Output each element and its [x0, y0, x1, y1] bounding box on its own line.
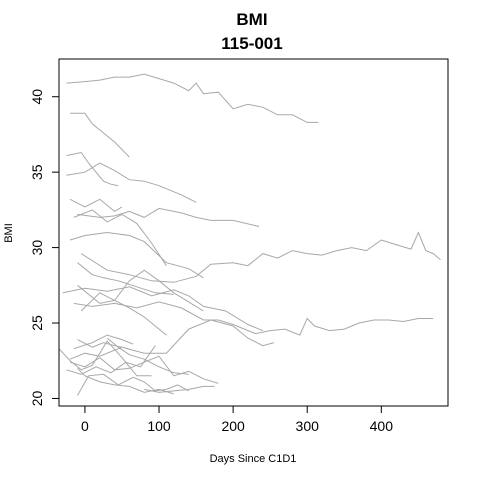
series-line-2: [70, 112, 130, 158]
series-line-23: [73, 334, 134, 350]
y-axis: 20 25 30 35 40: [29, 89, 60, 407]
series-line-15: [77, 339, 123, 348]
series-line-11: [77, 284, 167, 336]
y-tick-label: 20: [29, 391, 45, 407]
series-line-14: [69, 319, 275, 360]
x-tick-label: 100: [147, 418, 171, 434]
series-line-12: [62, 286, 263, 332]
series-line-7: [77, 207, 260, 227]
x-axis: 0 100 200 300 400: [81, 405, 394, 434]
series-line-16: [58, 340, 152, 377]
x-axis-label: Days Since C1D1: [210, 453, 297, 465]
plot-frame: [58, 58, 449, 407]
series-line-9: [77, 262, 174, 295]
chart-title: BMI: [236, 10, 267, 29]
series-line-1: [66, 73, 319, 123]
series-line-4: [66, 162, 197, 203]
series-line-8: [69, 231, 204, 279]
chart-subtitle: 115-001: [221, 34, 282, 53]
series-line-20: [77, 367, 174, 395]
y-tick-label: 35: [29, 164, 45, 180]
series-line-6: [73, 209, 167, 266]
series-line-5: [69, 198, 123, 213]
series-line-3: [66, 151, 119, 187]
series-line-19: [77, 373, 189, 396]
series-line-22: [144, 385, 215, 393]
series-line-21: [106, 337, 189, 375]
series-line-10: [80, 231, 441, 283]
y-axis-label: BMI: [3, 223, 15, 243]
x-tick-label: 200: [221, 418, 245, 434]
x-tick-label: 400: [370, 418, 394, 434]
y-tick-label: 40: [29, 89, 45, 105]
series-layer: [58, 73, 441, 396]
series-line-24: [80, 269, 204, 312]
y-tick-label: 25: [29, 315, 45, 331]
series-line-13: [73, 301, 434, 336]
x-tick-label: 300: [296, 418, 320, 434]
series-line-18: [66, 345, 156, 375]
y-tick-label: 30: [29, 240, 45, 256]
x-tick-label: 0: [81, 418, 89, 434]
